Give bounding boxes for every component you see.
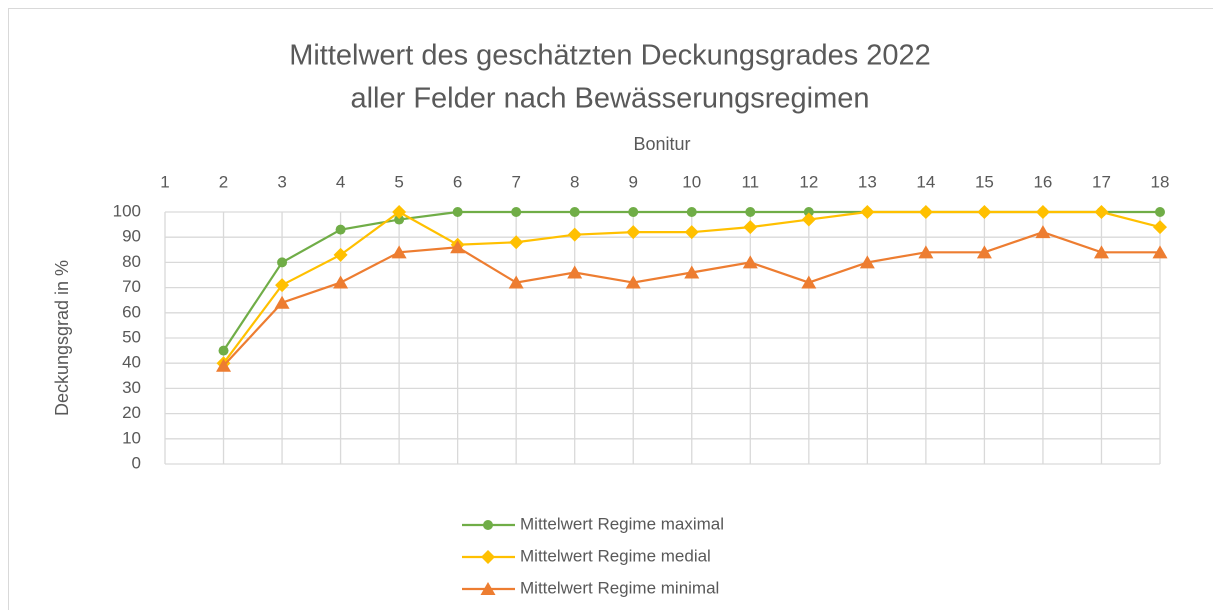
x-tick-label: 12 xyxy=(799,172,818,191)
marker xyxy=(745,207,756,217)
marker xyxy=(392,205,407,219)
y-tick-label: 0 xyxy=(132,453,141,472)
y-tick-label: 10 xyxy=(122,428,141,447)
marker xyxy=(218,345,229,356)
x-tick-label: 8 xyxy=(570,172,579,191)
chart-title: aller Felder nach Bewässerungsregimen xyxy=(350,83,869,115)
marker xyxy=(509,235,524,250)
marker xyxy=(1035,225,1051,239)
marker xyxy=(1152,245,1168,259)
y-tick-label: 20 xyxy=(122,403,141,422)
x-tick-label: 17 xyxy=(1092,172,1111,191)
legend-label: Mittelwert Regime minimal xyxy=(520,578,719,597)
marker xyxy=(743,220,758,235)
y-tick-label: 30 xyxy=(122,378,141,397)
legend-label: Mittelwert Regime medial xyxy=(520,546,711,565)
marker xyxy=(684,265,700,279)
marker xyxy=(567,227,582,242)
marker xyxy=(483,520,493,530)
y-tick-label: 50 xyxy=(122,327,141,346)
marker xyxy=(801,212,816,227)
marker xyxy=(625,275,641,289)
x-tick-label: 11 xyxy=(741,172,759,191)
x-axis-label: Bonitur xyxy=(633,134,690,154)
marker xyxy=(860,205,875,219)
marker xyxy=(391,245,407,259)
y-tick-label: 80 xyxy=(122,252,141,271)
marker xyxy=(1094,205,1109,219)
marker xyxy=(976,245,992,259)
x-tick-label: 14 xyxy=(916,172,935,191)
x-tick-label: 10 xyxy=(682,172,701,191)
x-tick-label: 7 xyxy=(511,172,520,191)
y-tick-label: 40 xyxy=(122,353,141,372)
y-tick-label: 90 xyxy=(122,227,141,246)
marker xyxy=(450,240,466,254)
marker xyxy=(1153,220,1167,235)
marker xyxy=(511,207,522,217)
y-tick-label: 100 xyxy=(113,201,141,220)
marker xyxy=(275,278,290,293)
marker xyxy=(801,275,817,289)
chart-border xyxy=(8,8,1213,610)
x-tick-label: 2 xyxy=(219,172,228,191)
marker xyxy=(480,582,496,595)
marker xyxy=(569,207,580,217)
x-tick-label: 1 xyxy=(160,172,169,191)
marker xyxy=(452,207,463,217)
marker xyxy=(1155,207,1165,217)
y-tick-label: 60 xyxy=(122,302,141,321)
marker xyxy=(628,207,639,217)
marker xyxy=(567,265,583,279)
marker xyxy=(626,225,641,240)
marker xyxy=(742,255,758,269)
marker xyxy=(333,247,348,262)
marker xyxy=(216,358,232,372)
legend-label: Mittelwert Regime maximal xyxy=(520,514,724,533)
marker xyxy=(918,205,933,219)
marker xyxy=(335,224,346,235)
marker xyxy=(1035,205,1050,219)
marker xyxy=(1093,245,1109,259)
x-tick-label: 15 xyxy=(975,172,994,191)
marker xyxy=(481,550,495,564)
y-axis-label: Deckungsgrad in % xyxy=(52,260,72,416)
x-tick-label: 5 xyxy=(394,172,403,191)
marker xyxy=(859,255,875,269)
marker xyxy=(684,225,699,240)
x-tick-label: 13 xyxy=(858,172,877,191)
x-tick-label: 18 xyxy=(1151,172,1170,191)
marker xyxy=(508,275,524,289)
marker xyxy=(803,207,814,217)
x-tick-label: 6 xyxy=(453,172,462,191)
marker xyxy=(977,205,992,219)
chart-title: Mittelwert des geschätzten Deckungsgrade… xyxy=(289,40,931,72)
marker xyxy=(274,295,290,309)
marker xyxy=(333,275,349,289)
marker xyxy=(918,245,934,259)
y-tick-label: 70 xyxy=(122,277,141,296)
marker xyxy=(686,207,697,217)
marker xyxy=(394,214,405,225)
x-tick-label: 9 xyxy=(629,172,638,191)
marker xyxy=(277,257,288,268)
x-tick-label: 3 xyxy=(277,172,286,191)
x-tick-label: 16 xyxy=(1033,172,1052,191)
x-tick-label: 4 xyxy=(336,172,345,191)
